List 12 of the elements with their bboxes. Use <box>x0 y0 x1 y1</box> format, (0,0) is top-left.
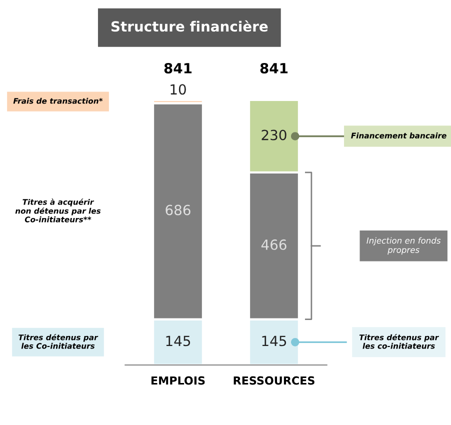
total-label: 841 <box>260 62 288 74</box>
total-label: 841 <box>164 62 192 74</box>
data-label: 145 <box>166 336 190 346</box>
text: Injection en fonds propres <box>366 237 441 255</box>
chart-title: Structure financière <box>111 20 268 32</box>
data-label: 466 <box>261 239 286 250</box>
data-label: 145 <box>262 336 286 346</box>
data-label: 10 <box>170 84 186 95</box>
x-tick-label: EMPLOIS <box>151 376 205 385</box>
data-label: 230 <box>262 130 286 140</box>
x-tick-label: RESSOURCES <box>234 376 314 385</box>
data-label: 686 <box>166 204 190 216</box>
